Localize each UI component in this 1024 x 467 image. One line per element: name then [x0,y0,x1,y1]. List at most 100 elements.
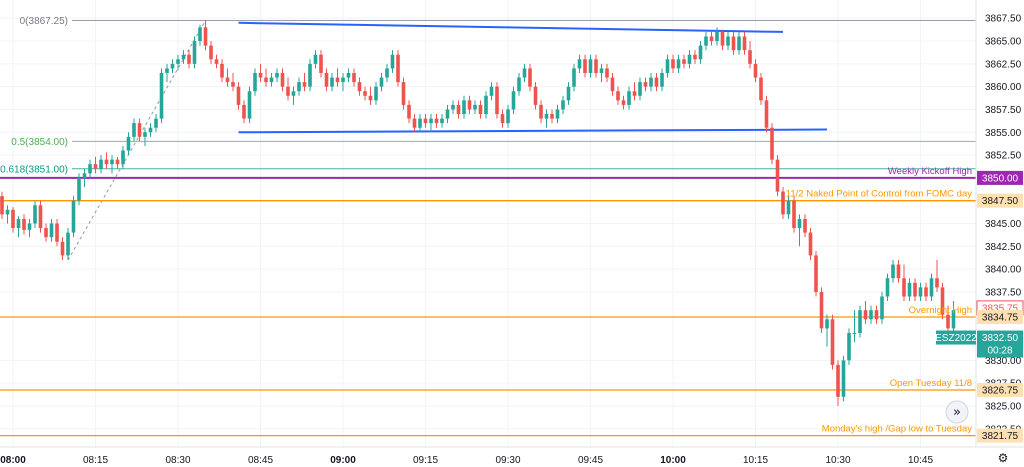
double-chevron-right-icon[interactable]: » [953,405,961,420]
x-tick-label: 10:45 [908,455,933,466]
x-tick-label: 09:00 [330,455,356,466]
candle-body [484,95,488,115]
scroll-to-realtime-button[interactable]: » [945,400,969,424]
candle-body [280,72,285,87]
candle-body [401,82,406,105]
candle-body [297,82,301,92]
candle-body [253,72,257,92]
candle-body [687,54,692,64]
level-badge [977,310,1023,325]
y-tick-label: 3855.00 [985,128,1022,139]
candle-body [621,100,626,105]
candle-body [819,291,824,329]
candle-body [561,100,565,110]
candle-body [786,200,791,215]
candle-body [115,159,120,165]
candle-body [874,310,879,320]
symbol-badge [936,330,976,345]
candle-body [176,59,180,64]
candle-body [93,164,98,169]
candle-body [330,77,334,87]
candle-body [489,86,494,96]
candle-body [863,310,868,320]
level-badge-text: 3850.00 [982,173,1019,184]
candle-body [198,27,202,42]
candle-body [302,82,307,87]
candle-body [357,82,362,92]
settings-gear-icon[interactable]: ⚙ [998,451,1009,465]
candle-body [616,91,620,101]
candle-body [918,287,923,297]
x-tick-label: 08:00 [0,455,26,466]
candle-body [627,91,631,105]
candle-body [319,54,323,73]
candle-body [577,59,582,69]
candle-body [528,68,532,87]
candle-body [467,100,472,110]
candle-body [797,218,802,229]
y-tick-label: 3830.00 [985,356,1022,367]
candle-body [203,27,208,46]
trendlines[interactable] [238,21,828,134]
price-level-label: Open Tuesday 11/8 [890,378,972,389]
candle-body [423,118,428,124]
candle-body [379,77,384,87]
candle-body [759,77,763,101]
candle-body [522,68,527,78]
candle-body [704,36,708,46]
candle-body [841,360,846,397]
candle-body [170,63,175,69]
price-levels [0,176,976,437]
x-tick-label: 09:15 [413,455,438,466]
candle-body [137,123,142,137]
time-axis[interactable]: 08:00 08:15 08:30 08:45 09:00 09:15 09:30 09:45… [0,455,933,466]
candle-body [104,159,109,165]
candle-body [847,332,851,361]
x-tick-label: 10:15 [743,455,768,466]
candle-body [341,77,345,83]
candle-body [159,72,164,119]
candle-body [291,91,296,96]
candle-body [143,132,147,137]
level-badge-text: 3847.50 [982,196,1019,207]
candle-body [544,114,549,119]
candle-body [132,123,136,137]
candle-body [148,127,153,133]
candle-body [605,68,609,78]
fib-level-label: 0.5(3854.00) [11,137,68,148]
candles [0,20,956,406]
candle-body [940,287,945,315]
candle-body [770,127,774,160]
candle-body [808,232,813,256]
candle-body [478,104,483,115]
scroll-button-bg[interactable] [945,400,969,424]
fib-trend-dashed-line [67,20,206,261]
candle-body [929,278,934,297]
candle-body [935,278,939,288]
candle-body [660,72,664,87]
level-badge [977,193,1023,208]
candle-body [110,159,114,165]
y-tick-label: 3837.50 [985,287,1022,298]
candle-body [638,82,642,96]
candle-body [451,104,455,110]
candle-body [654,77,659,87]
price-level-label: Monday's high /Gap low to Tuesday [822,424,972,435]
candle-body [720,31,725,46]
y-tick-label: 3862.50 [985,59,1022,70]
candle-body [11,209,15,229]
candle-body [66,232,70,256]
candle-body [385,68,389,78]
channel-trendline[interactable] [238,128,828,134]
candle-body [698,45,703,60]
candle-body [55,223,59,242]
candle-body [368,95,373,101]
candle-body [500,114,505,124]
x-tick-label: 08:30 [165,455,190,466]
candle-body [258,72,263,78]
candle-body [715,31,719,42]
channel-trendline[interactable] [238,21,784,33]
candle-body [676,59,681,69]
